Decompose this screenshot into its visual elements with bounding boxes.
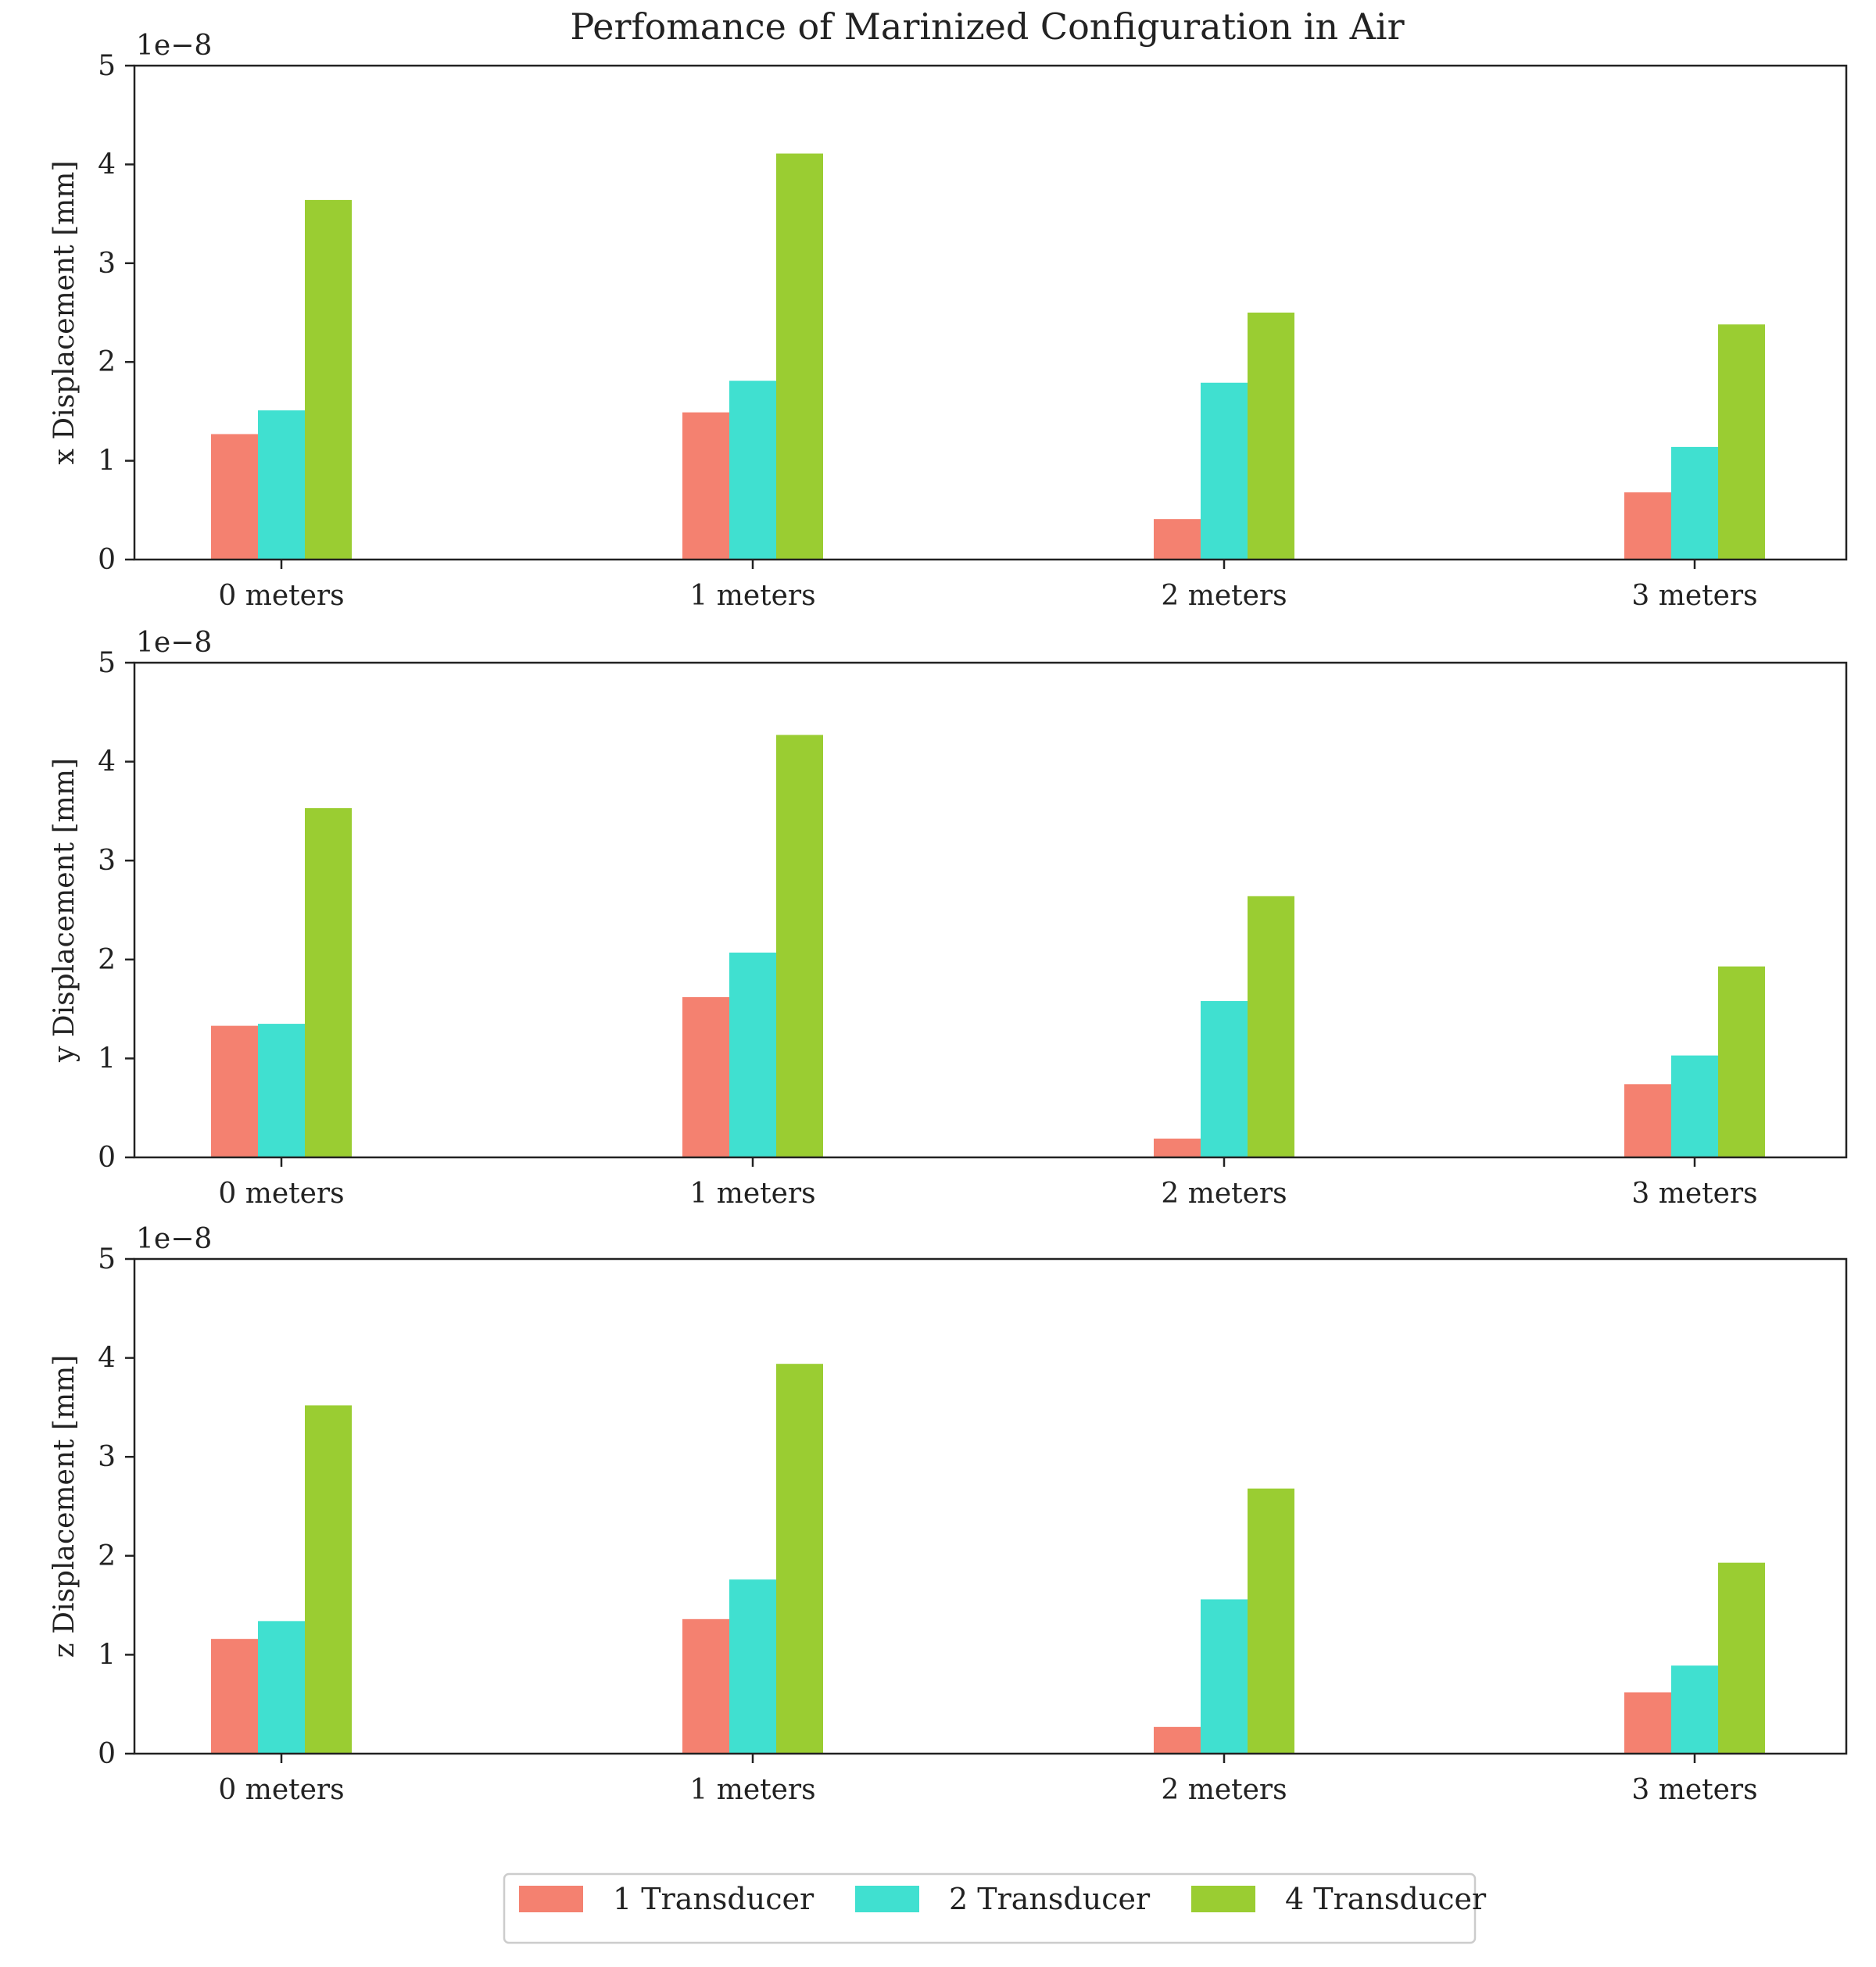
- y-tick-label: 0: [98, 1142, 116, 1174]
- x-tick-label: 1 meters: [689, 580, 815, 612]
- bar-z-series3-cat4: [1718, 1562, 1765, 1754]
- bar-x-series1-cat4: [1624, 492, 1671, 560]
- bar-y-series2-cat2: [729, 952, 776, 1157]
- y-tick-label: 2: [98, 346, 116, 378]
- bar-x-series3-cat3: [1248, 313, 1294, 560]
- legend-label-3: 4 Transducer: [1285, 1882, 1487, 1916]
- x-tick-label: 2 meters: [1161, 1774, 1287, 1806]
- legend-swatch-3: [1191, 1886, 1255, 1912]
- y-offset-label: 1e−8: [136, 30, 212, 62]
- bar-y-series3-cat4: [1718, 966, 1765, 1157]
- figure-title: Perfomance of Marinized Configuration in…: [570, 5, 1404, 48]
- legend-label-1: 1 Transducer: [613, 1882, 814, 1916]
- bar-z-series1-cat1: [211, 1639, 258, 1754]
- y-offset-label: 1e−8: [136, 627, 212, 659]
- legend: 1 Transducer 2 Transducer 4 Transducer: [503, 1872, 1487, 1944]
- bar-z-series3-cat2: [776, 1364, 823, 1754]
- bar-y-series1-cat1: [211, 1025, 258, 1157]
- x-tick-label: 2 meters: [1161, 580, 1287, 612]
- bar-y-series1-cat2: [682, 996, 729, 1157]
- subplot-1: 0 1 2 3 4 5 0 meters 1 meters 2 meters 3 meters 1e…: [48, 30, 1848, 612]
- bar-z-series2-cat1: [258, 1621, 305, 1754]
- legend-swatch-2: [855, 1886, 919, 1912]
- bar-x-series2-cat3: [1201, 382, 1248, 560]
- y-tick-label: 1: [98, 1639, 116, 1671]
- y-tick-label: 5: [98, 50, 116, 82]
- bar-x-series3-cat1: [305, 199, 352, 560]
- y-axis-label: y Displacement [mm]: [48, 758, 81, 1063]
- plot-frame: [133, 661, 1848, 1159]
- x-tick-label: 3 meters: [1631, 1178, 1757, 1210]
- y-tick-label: 4: [98, 1343, 116, 1375]
- y-tick-label: 5: [98, 647, 116, 679]
- x-tick-label: 0 meters: [218, 1774, 344, 1806]
- bar-y-series1-cat3: [1154, 1138, 1201, 1157]
- plot-frame: [133, 1257, 1848, 1755]
- x-tick-label: 3 meters: [1631, 1774, 1757, 1806]
- bar-y-series1-cat4: [1624, 1084, 1671, 1157]
- y-tick-label: 4: [98, 148, 116, 181]
- subplot-2: 0 1 2 3 4 5 0 meters 1 meters 2 meters 3 meters 1e…: [48, 627, 1848, 1210]
- bar-x-series3-cat4: [1718, 324, 1765, 560]
- bar-z-series3-cat1: [305, 1405, 352, 1754]
- x-tick-label: 3 meters: [1631, 580, 1757, 612]
- bar-y-series2-cat3: [1201, 1000, 1248, 1157]
- x-tick-label: 0 meters: [218, 580, 344, 612]
- x-tick-label: 2 meters: [1161, 1178, 1287, 1210]
- y-axis-label: x Displacement [mm]: [48, 161, 81, 465]
- bar-z-series1-cat4: [1624, 1692, 1671, 1754]
- bar-x-series1-cat3: [1154, 519, 1201, 560]
- y-axis-label: z Displacement [mm]: [48, 1355, 81, 1658]
- y-tick-label: 2: [98, 1540, 116, 1572]
- y-tick-label: 3: [98, 248, 116, 280]
- x-tick-label: 0 meters: [218, 1178, 344, 1210]
- bar-y-series3-cat1: [305, 808, 352, 1157]
- y-tick-label: 2: [98, 944, 116, 976]
- bar-x-series2-cat1: [258, 410, 305, 560]
- y-tick-label: 1: [98, 1043, 116, 1075]
- bar-y-series3-cat3: [1248, 896, 1294, 1157]
- x-tick-label: 1 meters: [689, 1178, 815, 1210]
- y-tick-label: 4: [98, 746, 116, 778]
- legend-swatch-1: [519, 1886, 583, 1912]
- legend-label-2: 2 Transducer: [949, 1882, 1151, 1916]
- bar-y-series2-cat4: [1671, 1055, 1718, 1157]
- bar-z-series1-cat2: [682, 1618, 729, 1754]
- subplot-3: 0 1 2 3 4 5 0 meters 1 meters 2 meters 3 meters 1e…: [48, 1223, 1848, 1806]
- y-tick-label: 0: [98, 544, 116, 576]
- y-tick-label: 1: [98, 445, 116, 477]
- y-tick-label: 0: [98, 1738, 116, 1770]
- bar-z-series2-cat4: [1671, 1665, 1718, 1754]
- bar-y-series2-cat1: [258, 1024, 305, 1157]
- bar-x-series2-cat2: [729, 381, 776, 560]
- charts-container: 0 1 2 3 4 5 0 meters 1 meters 2 meters 3 meters 1e…: [48, 30, 1848, 1806]
- bar-x-series2-cat4: [1671, 446, 1718, 560]
- y-tick-label: 3: [98, 1441, 116, 1473]
- y-tick-label: 5: [98, 1243, 116, 1275]
- bar-y-series3-cat2: [776, 735, 823, 1157]
- y-tick-label: 3: [98, 845, 116, 877]
- y-offset-label: 1e−8: [136, 1223, 212, 1255]
- bar-x-series1-cat1: [211, 434, 258, 560]
- bar-z-series3-cat3: [1248, 1488, 1294, 1754]
- bar-z-series1-cat3: [1154, 1726, 1201, 1754]
- bar-x-series3-cat2: [776, 153, 823, 560]
- bar-z-series2-cat2: [729, 1579, 776, 1754]
- x-tick-label: 1 meters: [689, 1774, 815, 1806]
- bar-z-series2-cat3: [1201, 1599, 1248, 1754]
- bar-x-series1-cat2: [682, 412, 729, 560]
- plot-frame: [133, 64, 1848, 561]
